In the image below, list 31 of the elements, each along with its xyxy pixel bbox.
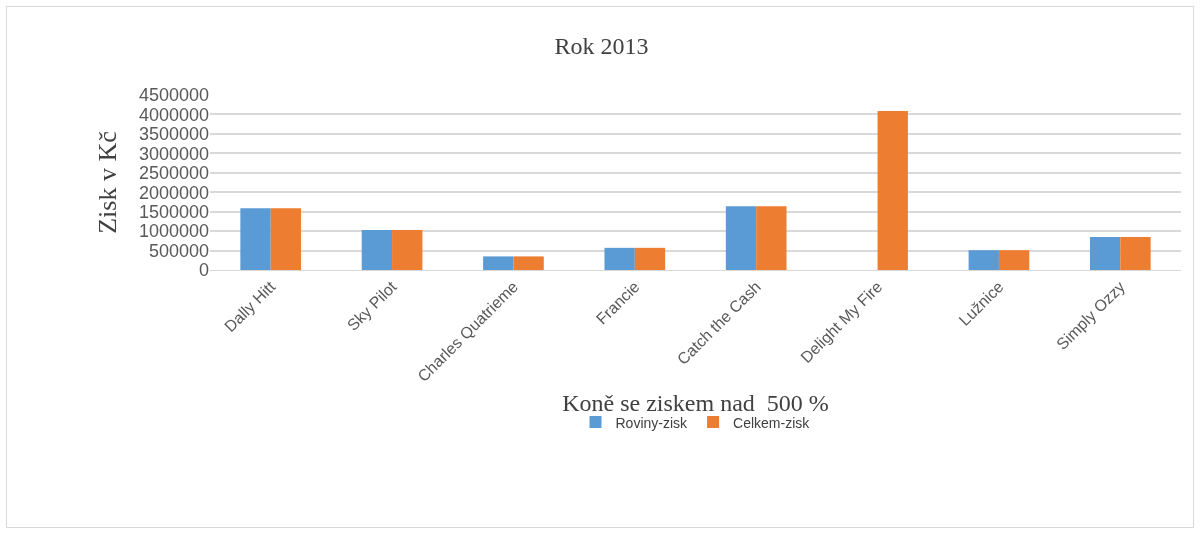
x-axis-title: Koně se ziskem nad 500 % xyxy=(562,390,829,417)
bar xyxy=(1089,236,1121,270)
y-tick-label: 4000000 xyxy=(138,104,209,125)
chart-title: Rok 2013 xyxy=(554,33,649,60)
bar xyxy=(634,247,666,270)
bar xyxy=(877,110,908,270)
y-tick-label: 3000000 xyxy=(138,143,209,164)
y-tick-label: 1500000 xyxy=(138,201,209,222)
bar xyxy=(270,208,302,270)
y-tick-label: 4500000 xyxy=(138,85,209,106)
bar xyxy=(998,250,1030,270)
bar xyxy=(1120,236,1151,270)
y-tick-label: 2000000 xyxy=(138,182,209,203)
y-axis-title: Zisk v Kč xyxy=(93,131,123,234)
bar xyxy=(725,206,757,270)
bar xyxy=(756,206,787,270)
y-tick-label: 3500000 xyxy=(138,124,209,145)
bar xyxy=(392,229,423,270)
bar xyxy=(483,256,514,270)
bar xyxy=(604,247,635,270)
bar xyxy=(361,229,393,270)
y-tick-label: 0 xyxy=(198,260,209,281)
bar xyxy=(968,250,999,270)
bar xyxy=(513,256,544,270)
bar xyxy=(240,208,271,270)
y-tick-label: 2500000 xyxy=(138,163,209,184)
y-tick-label: 500000 xyxy=(148,240,209,261)
legend-label: Roviny-zisk xyxy=(615,414,689,431)
y-tick-label: 1000000 xyxy=(138,221,209,242)
legend-label: Celkem-zisk xyxy=(733,414,811,431)
x-tick-label: Sky Pilot xyxy=(343,277,401,334)
